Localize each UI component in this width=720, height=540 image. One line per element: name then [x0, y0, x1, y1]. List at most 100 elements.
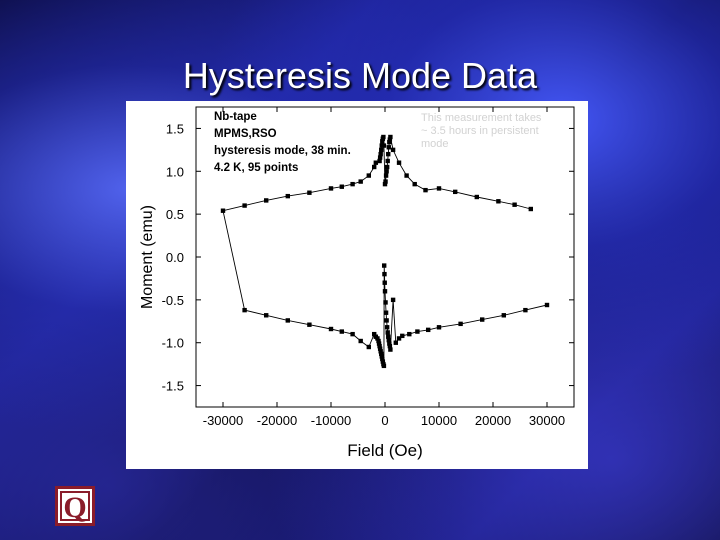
data-point: [390, 297, 396, 303]
data-point: [377, 346, 383, 351]
data-point: [366, 344, 371, 350]
data-point: [242, 203, 247, 208]
data-point: [386, 334, 391, 339]
data-point: [474, 194, 479, 200]
data-point: [412, 181, 417, 187]
data-point: [377, 155, 383, 160]
data-point: [328, 326, 334, 332]
data-point: [382, 271, 387, 277]
data-point: [480, 317, 485, 322]
svg-text:Q: Q: [63, 491, 86, 524]
y-tick-label: -1.0: [162, 336, 184, 351]
data-point: [388, 134, 393, 140]
data-point: [220, 208, 226, 213]
data-point: [307, 322, 312, 327]
data-point: [388, 347, 393, 352]
data-point: [372, 331, 377, 337]
data-point: [393, 340, 398, 345]
data-point: [436, 325, 442, 330]
data-point: [242, 307, 247, 313]
qd-logo: Q: [55, 486, 95, 526]
data-point: [407, 331, 412, 337]
data-point: [372, 164, 377, 170]
x-tick-label: 10000: [421, 413, 457, 428]
hysteresis-chart: -30000 -20000 -10000 0 10000 20000 30000 1.5 1.0…: [139, 106, 575, 460]
x-tick-label: 20000: [475, 413, 511, 428]
data-point: [382, 181, 388, 187]
data-point: [387, 137, 393, 142]
data-point: [396, 336, 402, 341]
data-point: [380, 356, 385, 362]
data-point: [387, 139, 392, 145]
x-axis-label: Field (Oe): [347, 441, 423, 460]
data-point: [512, 202, 517, 207]
chart-panel: -30000 -20000 -10000 0 10000 20000 30000 1.5 1.0…: [126, 101, 588, 469]
data-point: [307, 190, 312, 195]
data-point: [390, 147, 396, 153]
data-point: [501, 313, 506, 318]
data-point: [385, 330, 390, 335]
x-tick-label: -10000: [311, 413, 351, 428]
data-point: [386, 337, 391, 343]
data-point: [528, 206, 533, 212]
data-point: [387, 343, 393, 349]
data-point: [264, 313, 269, 318]
data-point: [373, 334, 379, 339]
y-tick-label: 0.0: [166, 250, 184, 265]
data-point: [376, 341, 382, 346]
data-point: [383, 173, 389, 178]
data-point: [381, 134, 386, 140]
data-point: [376, 338, 381, 344]
data-point: [404, 173, 409, 178]
annotation-line: MPMS,RSO: [214, 128, 277, 140]
y-tick-label: -1.5: [162, 379, 184, 394]
y-axis-label: Moment (emu): [139, 205, 156, 309]
data-point: [400, 333, 405, 339]
x-tick-label: -20000: [257, 413, 297, 428]
data-point: [380, 139, 385, 144]
data-point: [328, 186, 334, 191]
y-tick-label: 1.0: [166, 164, 184, 179]
data-point: [458, 321, 463, 327]
data-point: [384, 325, 390, 330]
data-point: [384, 318, 389, 323]
data-point: [396, 160, 402, 165]
y-tick-label: -0.5: [162, 293, 184, 308]
data-point: [379, 354, 384, 359]
x-tick-label: 30000: [529, 413, 565, 428]
measurement-note: This measurement takes ~ 3.5 hours in pe…: [421, 112, 542, 150]
data-point: [383, 300, 388, 305]
slide-title: Hysteresis Mode Data: [182, 55, 538, 96]
data-point: [523, 307, 528, 313]
data-point: [496, 199, 501, 204]
data-point: [285, 318, 290, 323]
data-point: [264, 198, 269, 203]
data-point: [423, 187, 428, 193]
data-point: [384, 164, 390, 170]
data-point: [426, 327, 431, 333]
data-point: [384, 169, 389, 174]
data-point: [379, 351, 384, 357]
data-point: [378, 349, 383, 354]
data-point: [350, 331, 355, 337]
data-point: [377, 343, 382, 349]
annotation-line: 4.2 K, 95 points: [214, 162, 298, 174]
data-point: [415, 329, 420, 334]
data-point: [385, 158, 390, 164]
data-point: [387, 341, 392, 346]
data-point: [381, 143, 387, 148]
data-point: [339, 184, 344, 189]
x-tick-label: -30000: [203, 413, 243, 428]
data-point: [366, 173, 371, 178]
data-point: [285, 193, 290, 199]
data-point: [380, 359, 386, 364]
annotation-line: Nb-tape: [214, 111, 257, 123]
data-point: [358, 179, 363, 184]
data-point: [383, 179, 388, 184]
y-tick-label: 0.5: [166, 207, 184, 222]
data-point: [358, 338, 363, 344]
data-point: [382, 280, 387, 285]
data-point: [379, 147, 384, 153]
data-point: [339, 329, 344, 334]
data-point: [382, 289, 388, 294]
